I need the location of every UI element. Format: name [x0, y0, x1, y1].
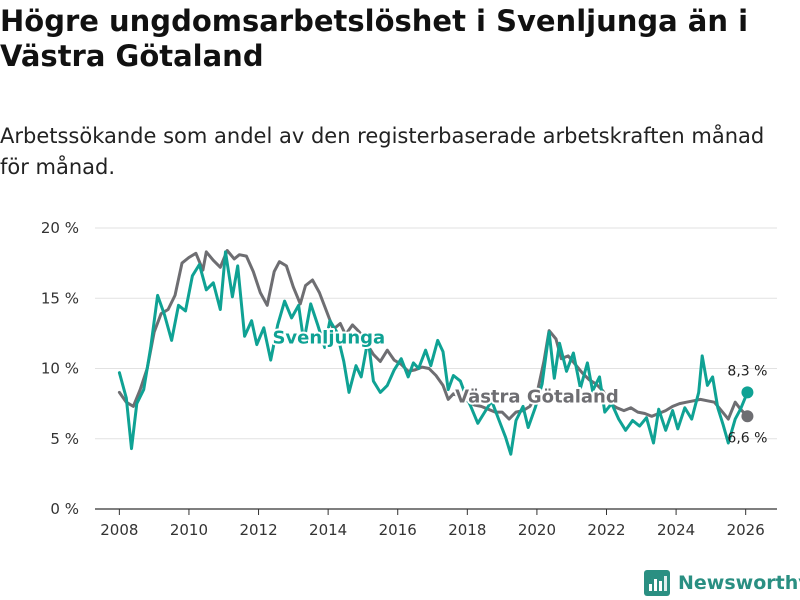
end-label-vastra: 6,6 %: [727, 430, 767, 446]
chart-title: Högre ungdomsarbetslöshet i Svenljunga ä…: [0, 4, 749, 73]
end-label-svenljunga: 8,3 %: [727, 363, 767, 379]
series-name-vastra: Västra Götaland: [455, 387, 619, 408]
y-tick-label: 10 %: [41, 360, 79, 378]
x-tick-label: 2012: [239, 521, 277, 539]
y-tick-label: 15 %: [41, 289, 79, 307]
bar-chart-logo-icon: [644, 570, 670, 596]
brand-name: Newsworthy: [678, 572, 800, 594]
x-tick-label: 2018: [448, 521, 486, 539]
x-tick-label: 2010: [170, 521, 208, 539]
axes: 0 % 5 % 10 % 15 % 20 % 2008 2010 2012 2014 2016 20…: [41, 219, 777, 539]
series-name-svenljunga: Svenljunga: [272, 328, 385, 349]
y-tick-label: 20 %: [41, 219, 79, 237]
y-tick-label: 5 %: [50, 430, 79, 448]
brand-logo: Newsworthy: [644, 568, 800, 598]
series-lines: [117, 249, 754, 456]
x-tick-label: 2016: [379, 521, 417, 539]
end-point-svenljunga: [741, 386, 754, 399]
x-tick-label: 2026: [727, 521, 765, 539]
y-tick-label: 0 %: [50, 500, 79, 518]
x-tick-label: 2020: [518, 521, 556, 539]
series-labels: 6,6 % 8,3 % Svenljunga Västra Götaland: [270, 326, 767, 447]
x-tick-label: 2022: [587, 521, 625, 539]
x-tick-label: 2014: [309, 521, 347, 539]
series-line-vastra: [117, 249, 749, 421]
series-line-svenljunga: [117, 250, 749, 456]
gridlines: [95, 227, 777, 440]
x-tick-label: 2024: [657, 521, 695, 539]
chart-subtitle: Arbetssökande som andel av den registerb…: [0, 124, 765, 179]
end-point-vastra: [741, 410, 754, 423]
x-tick-label: 2008: [100, 521, 138, 539]
